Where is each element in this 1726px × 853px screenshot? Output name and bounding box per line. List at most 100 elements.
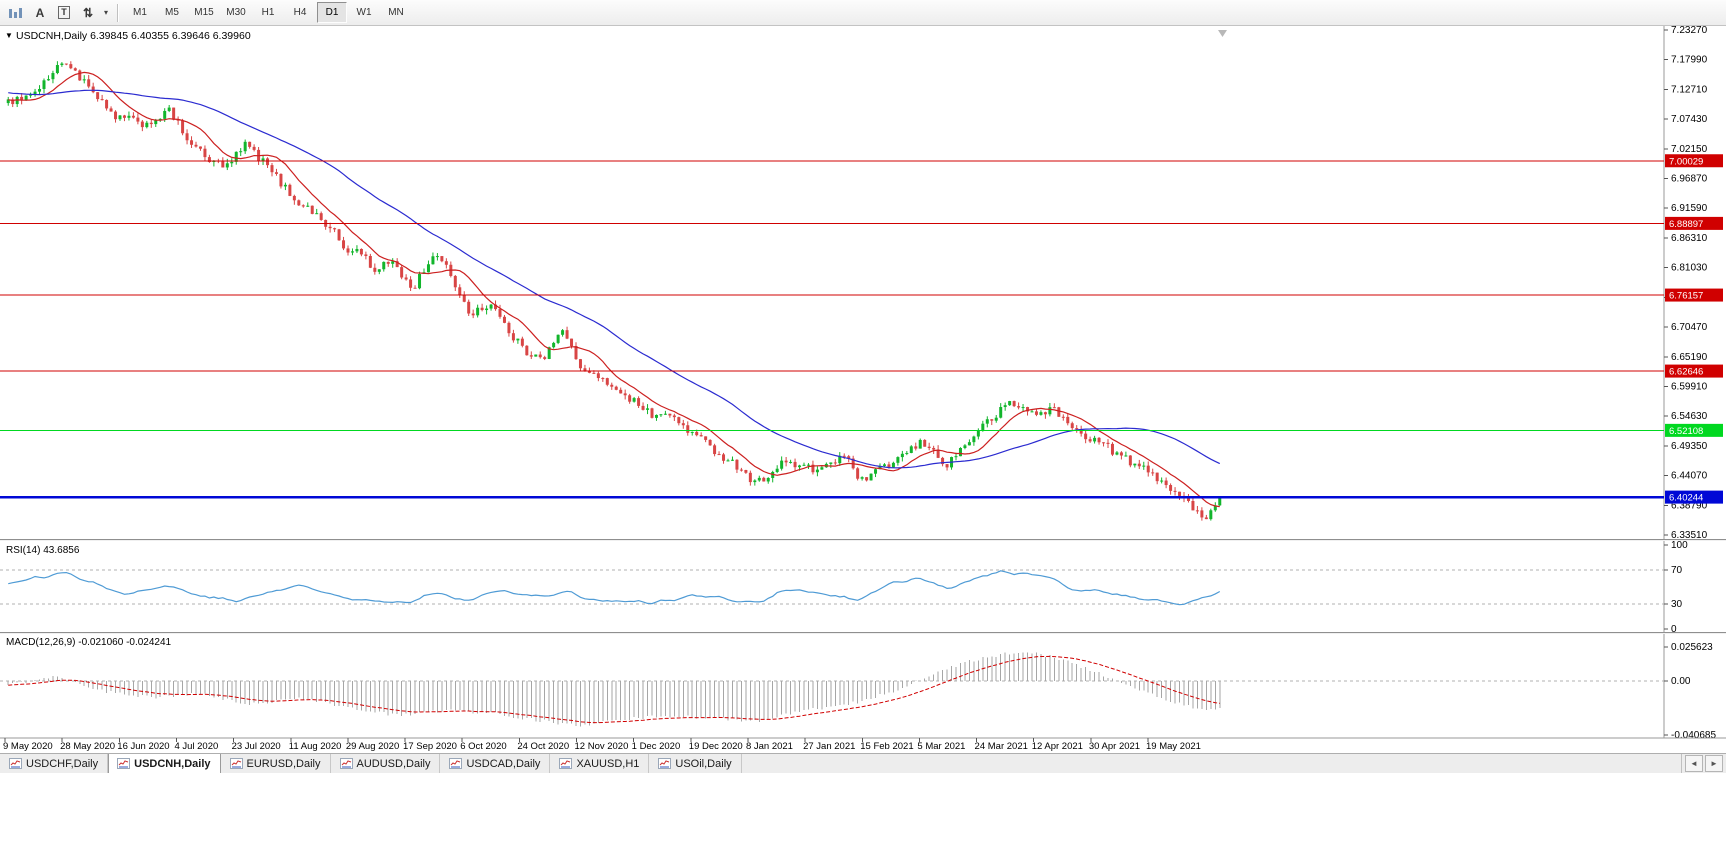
date-tick-label: 6 Oct 2020 xyxy=(460,741,506,752)
rsi-tick-label: 0 xyxy=(1671,624,1677,635)
timeframe-h4-button[interactable]: H4 xyxy=(293,7,307,18)
chart-tab-icon xyxy=(559,758,573,769)
scroll-right-icon: ► xyxy=(1710,759,1718,768)
time-axis[interactable]: 9 May 2020 28 May 2020 16 Jun 2020 4 Jul 20… xyxy=(0,737,1726,752)
price-tick-label: 7.23270 xyxy=(1671,26,1708,36)
chart-tab-label: AUDUSD,Daily xyxy=(356,757,431,770)
rsi-panel[interactable]: 100 70 30 0 RSI(14) 43.6856 xyxy=(0,540,1688,635)
symbol-ohlc-label: USDCNH,Daily 6.39845 6.40355 6.39646 6.3… xyxy=(16,30,251,42)
text-tool-icon[interactable]: T xyxy=(52,3,76,23)
macd-panel-splitter[interactable] xyxy=(0,632,1726,634)
chart-tab-label: XAUUSD,H1 xyxy=(576,757,640,770)
hline-price-label: 6.52108 xyxy=(1669,426,1703,437)
timeframe-m1-button[interactable]: M1 xyxy=(133,7,147,18)
annotation-a-icon[interactable]: A xyxy=(28,3,52,23)
date-tick-label: 8 Jan 2021 xyxy=(746,741,793,752)
price-tick-label: 6.96870 xyxy=(1671,174,1708,185)
toolbar-separator xyxy=(117,3,119,22)
date-tick-label: 19 May 2021 xyxy=(1146,741,1201,752)
price-tick-label: 6.49350 xyxy=(1671,441,1708,452)
macd-tick-label: -0.040685 xyxy=(1671,730,1716,741)
hline-price-label: 6.88897 xyxy=(1669,219,1703,230)
chart-tab-usdchf-daily[interactable]: USDCHF,Daily xyxy=(0,754,109,773)
price-tick-label: 6.44070 xyxy=(1671,471,1708,482)
tab-scrollers: ◄ ► xyxy=(1681,754,1726,773)
chart-tab-label: USDCNH,Daily xyxy=(134,757,211,770)
main-chart-panel[interactable] xyxy=(6,61,1222,521)
timeframe-group: M1 M5 M15 M30 H1 H4 D1 W1 MN xyxy=(124,2,412,23)
hline-price-label: 7.00029 xyxy=(1669,156,1703,167)
chart-tab-eurusd-daily[interactable]: EURUSD,Daily xyxy=(220,754,331,773)
date-tick-label: 4 Jul 2020 xyxy=(174,741,218,752)
chart-tab-icon xyxy=(449,758,463,769)
timeframe-mn-button[interactable]: MN xyxy=(388,7,404,18)
scroll-left-icon: ◄ xyxy=(1690,759,1698,768)
date-tick-label: 29 Aug 2020 xyxy=(346,741,399,752)
price-tick-label: 6.65190 xyxy=(1671,352,1708,363)
caret-glyph: ▾ xyxy=(103,8,108,17)
moving-average-slow[interactable] xyxy=(8,89,1221,469)
date-tick-label: 28 May 2020 xyxy=(60,741,115,752)
chart-tab-xauusd-h1[interactable]: XAUUSD,H1 xyxy=(550,754,650,773)
date-tick-label: 27 Jan 2021 xyxy=(803,741,855,752)
rsi-panel-splitter[interactable] xyxy=(0,539,1726,541)
rsi-tick-label: 100 xyxy=(1671,540,1688,551)
chart-tab-usdcad-daily[interactable]: USDCAD,Daily xyxy=(440,754,551,773)
timeframe-m30-button[interactable]: M30 xyxy=(226,7,246,18)
price-tick-label: 6.81030 xyxy=(1671,263,1708,274)
tile-windows-icon[interactable]: ⇅ xyxy=(76,3,100,23)
date-tick-label: 5 Mar 2021 xyxy=(917,741,965,752)
chart-tab-icon xyxy=(339,758,353,769)
chart-shift-marker-icon[interactable] xyxy=(1218,30,1227,37)
chart-tab-icon xyxy=(9,758,22,769)
chart-tab-usdcnh-daily[interactable]: USDCNH,Daily xyxy=(108,754,221,773)
macd-tick-label: 0.025623 xyxy=(1671,642,1713,653)
price-tick-label: 6.38790 xyxy=(1671,500,1708,511)
timeframe-h1-button[interactable]: H1 xyxy=(261,7,275,18)
macd-label: MACD(12,26,9) -0.021060 -0.024241 xyxy=(6,637,172,648)
price-tick-label: 7.02150 xyxy=(1671,144,1708,155)
rsi-tick-label: 70 xyxy=(1671,565,1683,576)
rsi-tick-label: 30 xyxy=(1671,599,1683,610)
toolbar-dropdown-caret-icon[interactable]: ▾ xyxy=(100,3,112,23)
date-tick-label: 9 May 2020 xyxy=(3,741,53,752)
chart-canvas[interactable]: 7.23270 7.17990 7.12710 7.07430 7.02150 6.968… xyxy=(0,26,1726,753)
date-tick-label: 15 Feb 2021 xyxy=(860,741,913,752)
timeframe-m5-button[interactable]: M5 xyxy=(165,7,179,18)
tabs-scroll-right-button[interactable]: ► xyxy=(1705,755,1723,772)
chart-list-icon[interactable] xyxy=(4,3,28,23)
price-tick-label: 6.91590 xyxy=(1671,203,1708,214)
bar-chart-glyph xyxy=(9,7,22,18)
moving-average-fast[interactable] xyxy=(8,71,1220,508)
chart-tab-audusd-daily[interactable]: AUDUSD,Daily xyxy=(330,754,441,773)
date-tick-label: 12 Nov 2020 xyxy=(575,741,629,752)
date-tick-label: 17 Sep 2020 xyxy=(403,741,457,752)
top-toolbar: A T ⇅ ▾ M1 M5 M15 M30 H1 H4 D1 W1 MN xyxy=(0,0,1726,26)
collapse-panel-icon[interactable]: ▼ xyxy=(5,31,13,40)
chart-tab-icon xyxy=(229,758,243,769)
date-tick-label: 24 Mar 2021 xyxy=(975,741,1028,752)
macd-signal-line xyxy=(8,655,1220,724)
timeframe-m15-button[interactable]: M15 xyxy=(194,7,214,18)
price-tick-label: 6.70470 xyxy=(1671,322,1708,333)
chart-tab-label: USDCAD,Daily xyxy=(466,757,541,770)
chart-background xyxy=(0,26,1726,753)
hline-price-label: 6.40244 xyxy=(1669,493,1703,504)
price-tick-label: 7.07430 xyxy=(1671,114,1708,125)
macd-panel[interactable]: 0.025623 0.00 -0.040685 MACD(12,26,9) -0.02… xyxy=(0,637,1716,741)
price-tick-label: 6.86310 xyxy=(1671,233,1708,244)
tabs-scroll-left-button[interactable]: ◄ xyxy=(1685,755,1703,772)
timeframe-d1-button[interactable]: D1 xyxy=(317,2,347,23)
horizontal-level-lines[interactable]: 7.00029 6.88897 6.76157 6.62646 6.52108 6.402… xyxy=(0,154,1723,504)
chart-tab-icon xyxy=(117,758,131,769)
hline-price-label: 6.76157 xyxy=(1669,291,1703,302)
price-tick-label: 7.12710 xyxy=(1671,84,1708,95)
chart-tab-label: USOil,Daily xyxy=(675,757,732,770)
price-tick-label: 6.59910 xyxy=(1671,381,1708,392)
timeframe-w1-button[interactable]: W1 xyxy=(356,7,372,18)
chart-tab-usoil-daily[interactable]: USOil,Daily xyxy=(649,754,742,773)
chart-tab-icon xyxy=(658,758,672,769)
price-axis[interactable]: 7.23270 7.17990 7.12710 7.07430 7.02150 6.968… xyxy=(1663,26,1708,738)
price-tick-label: 6.33510 xyxy=(1671,530,1708,541)
tile-windows-glyph: ⇅ xyxy=(82,5,94,20)
